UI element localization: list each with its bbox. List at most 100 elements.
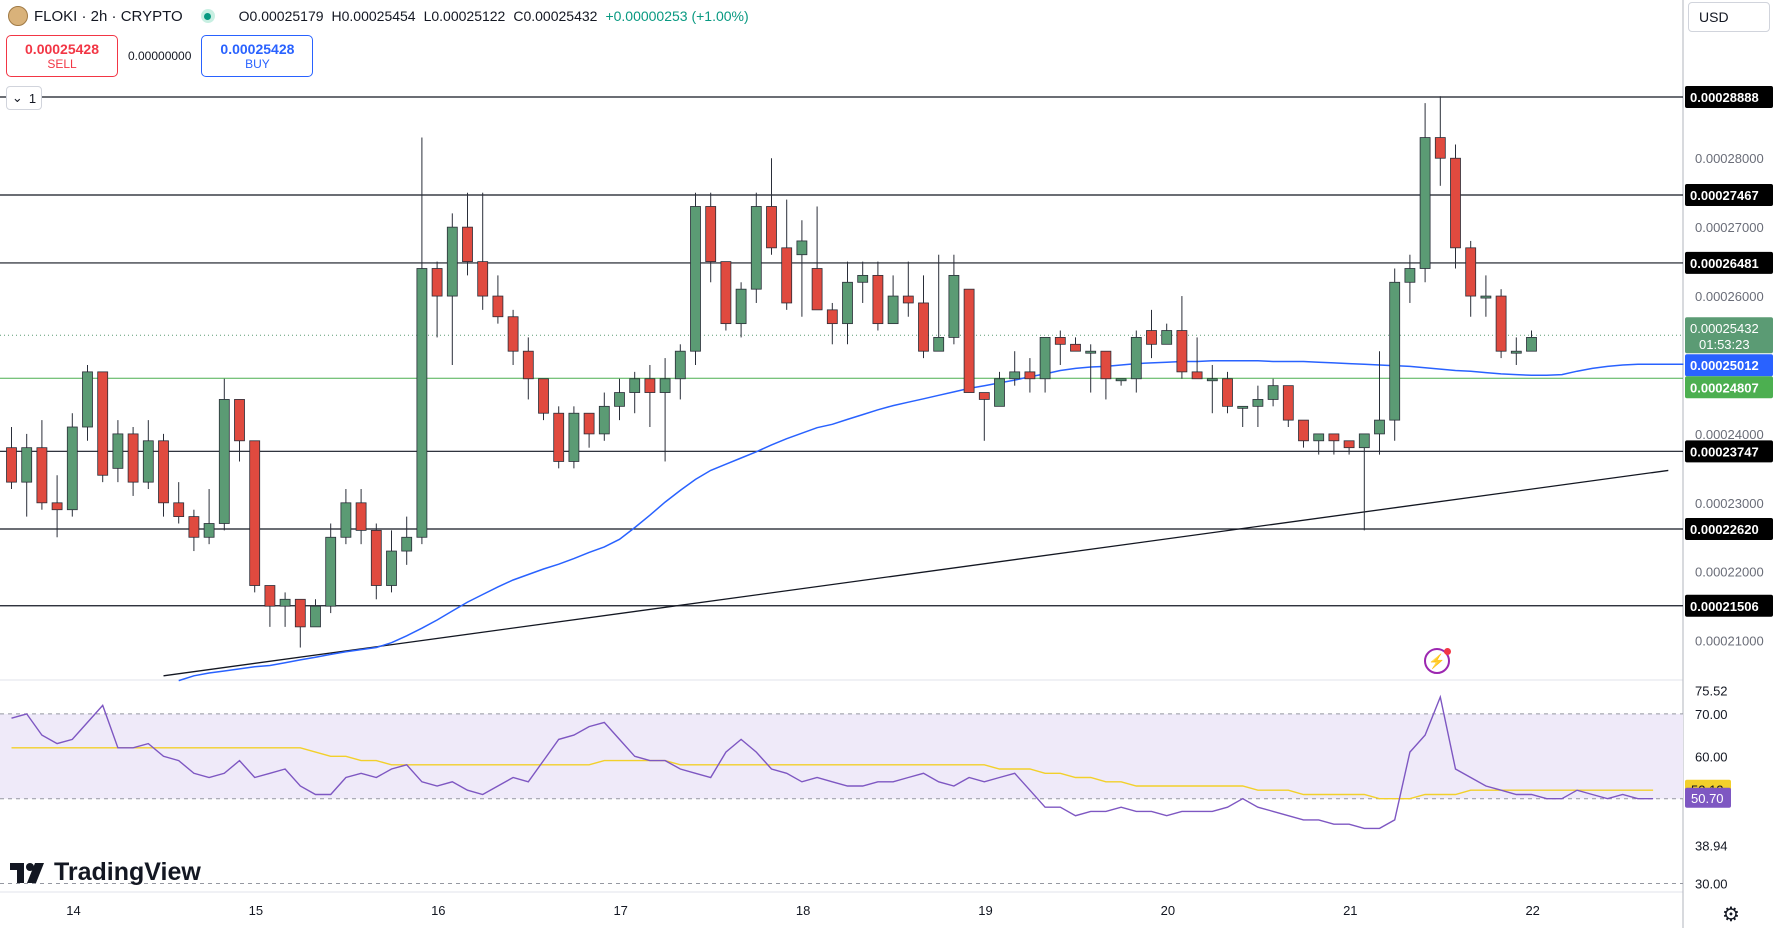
candle-body: [1161, 330, 1173, 345]
candle-body: [1328, 433, 1340, 442]
candle-body: [1054, 337, 1066, 345]
candle-body: [568, 412, 580, 462]
candle-body: [158, 440, 169, 504]
candle-body: [310, 605, 321, 628]
candle-body: [1495, 295, 1507, 352]
candle-body: [1374, 419, 1385, 435]
time-tick-label: 22: [1525, 903, 1539, 918]
indicators-collapse-button[interactable]: ⌄ 1: [6, 86, 42, 110]
level-price-label: 0.00023747: [1690, 444, 1759, 459]
candle-body: [659, 378, 671, 393]
candle-body: [173, 502, 185, 517]
candle-body: [416, 268, 428, 538]
ohlc-values: O0.00025179 H0.00025454 L0.00025122 C0.0…: [239, 8, 749, 24]
level-price-label: 0.00022620: [1690, 522, 1759, 537]
indicator-count: 1: [28, 90, 37, 106]
tradingview-logo-icon: [10, 862, 44, 883]
candle-body: [1100, 350, 1112, 380]
level-price-label: 0.00026481: [1690, 256, 1759, 271]
candle-body: [978, 392, 990, 400]
candle-body: [355, 502, 367, 531]
candle-body: [264, 585, 276, 607]
trade-panel: 0.00025428 SELL 0.00000000 0.00025428 BU…: [6, 35, 314, 77]
time-tick-label: 15: [249, 903, 263, 918]
candle-body: [1465, 247, 1477, 297]
candle-body: [887, 295, 899, 325]
rsi-ma-line: [11, 747, 1654, 800]
candle-body: [188, 516, 200, 538]
rsi-tick-label: 38.94: [1695, 839, 1728, 854]
candle-body: [1510, 350, 1522, 354]
current-price-label: 0.00025432: [1690, 321, 1759, 336]
sell-button[interactable]: 0.00025428 SELL: [6, 35, 118, 77]
candle-body: [872, 274, 884, 325]
price-tick-label: 0.00028000: [1695, 151, 1764, 166]
candle-body: [446, 226, 458, 297]
candle-body: [142, 440, 154, 483]
ma-value-badge: [1685, 354, 1773, 377]
candle-body: [492, 295, 504, 318]
rsi-line: [11, 694, 1654, 830]
candle-body: [1191, 371, 1203, 380]
rsi-tick-label: 70.00: [1695, 707, 1728, 722]
time-tick-label: 18: [796, 903, 810, 918]
candle-body: [811, 268, 823, 311]
bar-countdown-label: 01:53:23: [1699, 337, 1750, 352]
sell-price: 0.00025428: [25, 41, 99, 57]
candle-body: [538, 378, 549, 414]
flash-icon[interactable]: ⚡: [1424, 648, 1451, 674]
candle-body: [1298, 419, 1309, 442]
currency-label: USD: [1699, 9, 1729, 25]
rsi-tick-label: 60.00: [1695, 749, 1728, 764]
candle-body: [1237, 405, 1249, 409]
candle-body: [340, 502, 352, 538]
level-price-badge: [1685, 594, 1773, 617]
sell-label: SELL: [47, 57, 77, 71]
green-level-label: 0.00024807: [1690, 380, 1759, 395]
price-tick-label: 0.00023000: [1695, 496, 1764, 511]
ohlc-low: L0.00025122: [423, 8, 506, 24]
symbol-header: FLOKI · 2h · CRYPTO O0.00025179 H0.00025…: [0, 0, 749, 32]
tradingview-watermark: TradingView: [10, 858, 201, 887]
rsi-value-label: 50.70: [1691, 791, 1724, 806]
symbol-title[interactable]: FLOKI · 2h · CRYPTO: [0, 6, 183, 26]
candle-body: [36, 447, 48, 504]
candle-body: [97, 371, 109, 476]
candle-body: [933, 337, 945, 352]
candle-body: [705, 206, 717, 263]
level-price-badge: [1685, 518, 1773, 541]
candle-body: [644, 378, 656, 393]
time-tick-label: 16: [431, 903, 445, 918]
candle-body: [948, 274, 960, 338]
candle-body: [750, 206, 762, 290]
level-price-badge: [1685, 183, 1773, 206]
symbol-name: FLOKI · 2h · CRYPTO: [34, 7, 183, 25]
buy-button[interactable]: 0.00025428 BUY: [201, 35, 314, 77]
candle-body: [857, 274, 869, 283]
candle-body: [218, 399, 230, 524]
price-tick-label: 0.00021000: [1695, 634, 1764, 649]
candle-body: [112, 433, 124, 469]
candle-body: [796, 240, 808, 256]
candle-body: [21, 447, 33, 483]
ohlc-change: +0.00000253 (+1.00%): [605, 8, 749, 24]
gear-icon[interactable]: ⚙: [1722, 904, 1740, 926]
candle-body: [1404, 268, 1416, 283]
time-tick-label: 19: [978, 903, 992, 918]
candle-body: [1176, 330, 1188, 373]
candle-body: [826, 309, 838, 325]
rsi-band-fill: [0, 713, 1683, 799]
time-tick-label: 20: [1161, 903, 1175, 918]
candle-body: [279, 598, 291, 607]
tradingview-wordmark: TradingView: [54, 858, 201, 886]
ma-value-label: 0.00025012: [1690, 358, 1759, 373]
level-price-label: 0.00021506: [1690, 599, 1759, 614]
candle-body: [614, 392, 625, 407]
candle-body: [1115, 378, 1127, 382]
candle-body: [766, 206, 777, 249]
currency-selector[interactable]: USD: [1688, 2, 1770, 32]
candle-body: [325, 536, 337, 607]
candle-body: [902, 295, 914, 304]
candle-body: [674, 350, 686, 380]
